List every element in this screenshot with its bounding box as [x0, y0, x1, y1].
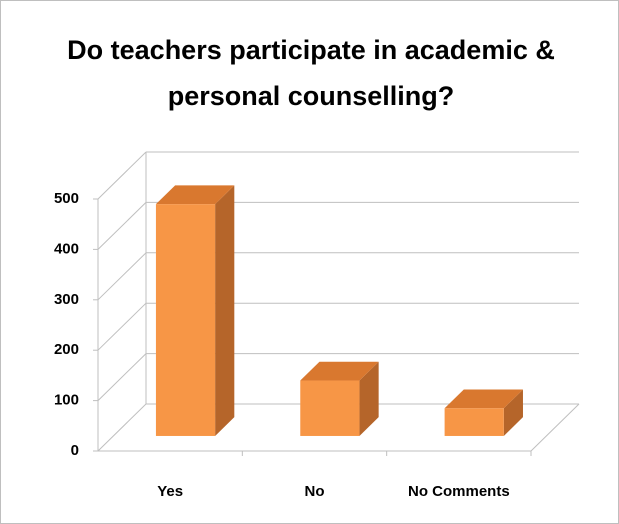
- y-tick-label: 100: [54, 392, 79, 409]
- grid-line: [97, 353, 147, 401]
- chart-title: Do teachers participate in academic & pe…: [67, 35, 555, 111]
- y-tick-label: 0: [71, 442, 79, 459]
- bar-front: [300, 380, 360, 436]
- bar: [444, 389, 523, 436]
- grid-line: [97, 252, 147, 301]
- x-tick-label: Yes: [157, 483, 183, 500]
- bar-front: [155, 204, 216, 436]
- bar: [300, 361, 379, 436]
- floor-edge: [530, 403, 580, 452]
- x-tick-label: No: [305, 483, 325, 500]
- x-tick-label: No Comments: [408, 483, 510, 500]
- y-tick-label: 400: [54, 240, 79, 257]
- grid-line: [97, 202, 147, 250]
- bar-front: [444, 408, 504, 436]
- grid-line: [97, 302, 147, 351]
- y-tick-label: 200: [54, 341, 79, 358]
- grid-line: [97, 403, 147, 452]
- y-tick-label: 500: [54, 190, 79, 207]
- bar: [155, 185, 235, 436]
- bar-side: [359, 361, 379, 436]
- bar-side: [503, 389, 523, 436]
- bar-top: [300, 361, 379, 381]
- bar-top: [155, 185, 235, 205]
- bar-side: [215, 185, 235, 436]
- y-tick-label: 300: [54, 291, 79, 308]
- bar-top: [444, 389, 523, 409]
- grid-line: [97, 151, 147, 200]
